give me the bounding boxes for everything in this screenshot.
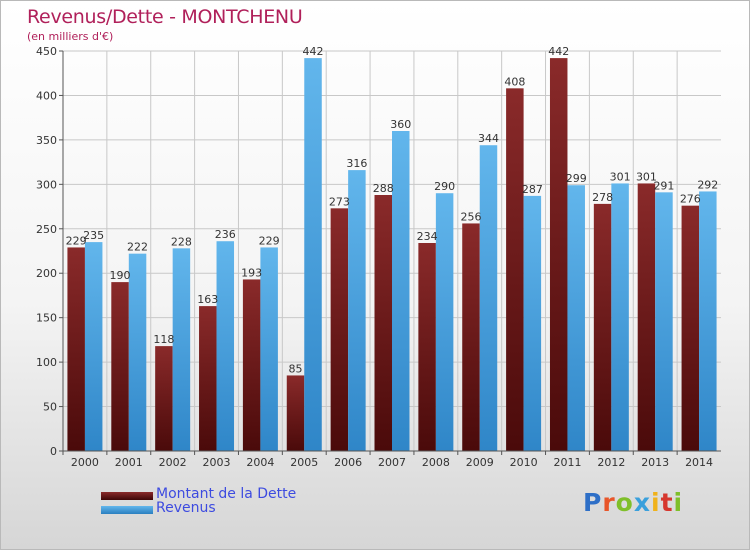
y-tick-label: 100 — [36, 356, 57, 369]
bar-dette — [506, 88, 524, 451]
bar-dette — [374, 195, 392, 451]
x-tick-label: 2006 — [334, 456, 362, 469]
y-tick-label: 350 — [36, 134, 57, 147]
bar-dette — [549, 58, 568, 451]
x-tick-label: 2009 — [466, 456, 494, 469]
chart-subtitle: (en milliers d'€) — [27, 30, 114, 43]
y-tick-label: 200 — [36, 267, 57, 280]
x-tick-label: 2003 — [203, 456, 231, 469]
bar-dette — [462, 223, 480, 451]
data-label-dette: 163 — [197, 293, 218, 306]
y-tick-label: 150 — [36, 312, 57, 325]
data-label-revenus: 236 — [215, 228, 236, 241]
bar-revenus — [699, 191, 717, 451]
data-label-revenus: 222 — [127, 241, 148, 254]
data-label-revenus: 292 — [697, 178, 718, 191]
data-label-dette: 288 — [373, 182, 394, 195]
data-label-revenus: 291 — [653, 179, 674, 192]
bar-revenus — [479, 145, 498, 451]
data-label-dette: 276 — [680, 193, 701, 206]
y-tick-label: 300 — [36, 178, 57, 191]
y-tick-label: 400 — [36, 89, 57, 102]
bar-dette — [418, 243, 436, 451]
legend-label-dette: Montant de la Dette — [156, 486, 297, 502]
chart-title: Revenus/Dette - MONTCHENU — [27, 6, 303, 28]
data-label-dette: 118 — [153, 333, 174, 346]
data-label-dette: 273 — [329, 195, 350, 208]
bar-revenus — [523, 195, 542, 451]
x-tick-label: 2001 — [115, 456, 143, 469]
data-label-dette: 234 — [417, 230, 438, 243]
data-label-dette: 190 — [110, 269, 131, 282]
bar-dette — [286, 375, 305, 451]
data-label-revenus: 290 — [434, 180, 455, 193]
y-tick-label: 250 — [36, 223, 57, 236]
bar-revenus — [84, 242, 103, 451]
x-tick-label: 2002 — [159, 456, 187, 469]
bar-dette — [330, 208, 349, 451]
bar-dette — [155, 346, 173, 451]
data-labels-layer: 229 190 118 163 193 85 273 288 234 256 408 442 278 30… — [66, 45, 719, 375]
legend-swatch-revenus — [101, 506, 153, 514]
x-tick-label: 2011 — [553, 456, 581, 469]
bar-revenus — [392, 131, 410, 451]
axis-layer: 0 50 100 150 200 250 300 350 400 450 2000 2001 2002 2… — [36, 45, 721, 469]
data-label-revenus: 301 — [610, 170, 631, 183]
x-tick-label: 2007 — [378, 456, 406, 469]
data-label-dette: 442 — [548, 45, 569, 58]
data-label-revenus: 344 — [478, 132, 499, 145]
bars-layer — [67, 58, 717, 452]
data-label-revenus: 442 — [303, 45, 324, 58]
bar-revenus — [567, 185, 585, 451]
bar-dette — [593, 203, 612, 451]
bar-revenus — [348, 170, 366, 451]
proxiti-logo: Proxiti — [583, 488, 684, 517]
x-tick-label: 2004 — [246, 456, 274, 469]
data-label-revenus: 299 — [566, 172, 587, 185]
bar-revenus — [128, 253, 147, 451]
x-tick-label: 2008 — [422, 456, 450, 469]
data-label-revenus: 235 — [83, 229, 104, 242]
bar-revenus — [260, 247, 278, 451]
bar-revenus — [611, 183, 629, 451]
data-label-dette: 301 — [636, 170, 657, 183]
bar-dette — [199, 306, 217, 451]
data-label-revenus: 360 — [390, 118, 411, 131]
y-tick-label: 0 — [50, 445, 57, 458]
data-label-revenus: 228 — [171, 235, 192, 248]
x-tick-label: 2012 — [597, 456, 625, 469]
bar-revenus — [435, 193, 454, 451]
data-label-revenus: 287 — [522, 183, 543, 196]
data-label-revenus: 316 — [346, 157, 367, 170]
legend-swatch-dette — [101, 492, 153, 500]
bar-dette — [637, 183, 656, 451]
data-label-dette: 278 — [592, 191, 613, 204]
bar-revenus — [172, 248, 191, 451]
bar-dette — [111, 282, 129, 451]
x-tick-label: 2005 — [290, 456, 318, 469]
bar-dette — [242, 279, 261, 451]
data-label-dette: 85 — [289, 362, 303, 375]
bar-revenus — [216, 241, 235, 451]
x-tick-label: 2014 — [685, 456, 713, 469]
data-label-dette: 229 — [66, 234, 87, 247]
legend-label-revenus: Revenus — [156, 500, 216, 516]
bar-revenus — [304, 58, 322, 451]
x-tick-label: 2000 — [71, 456, 99, 469]
data-label-dette: 256 — [460, 210, 481, 223]
y-tick-label: 450 — [36, 45, 57, 58]
y-tick-label: 50 — [43, 401, 57, 414]
bar-dette — [67, 247, 85, 451]
bar-revenus — [655, 192, 673, 452]
data-label-revenus: 229 — [259, 234, 280, 247]
bar-dette — [681, 205, 700, 451]
x-tick-label: 2010 — [510, 456, 538, 469]
x-tick-label: 2013 — [641, 456, 669, 469]
data-label-dette: 408 — [504, 75, 525, 88]
data-label-dette: 193 — [241, 266, 262, 279]
